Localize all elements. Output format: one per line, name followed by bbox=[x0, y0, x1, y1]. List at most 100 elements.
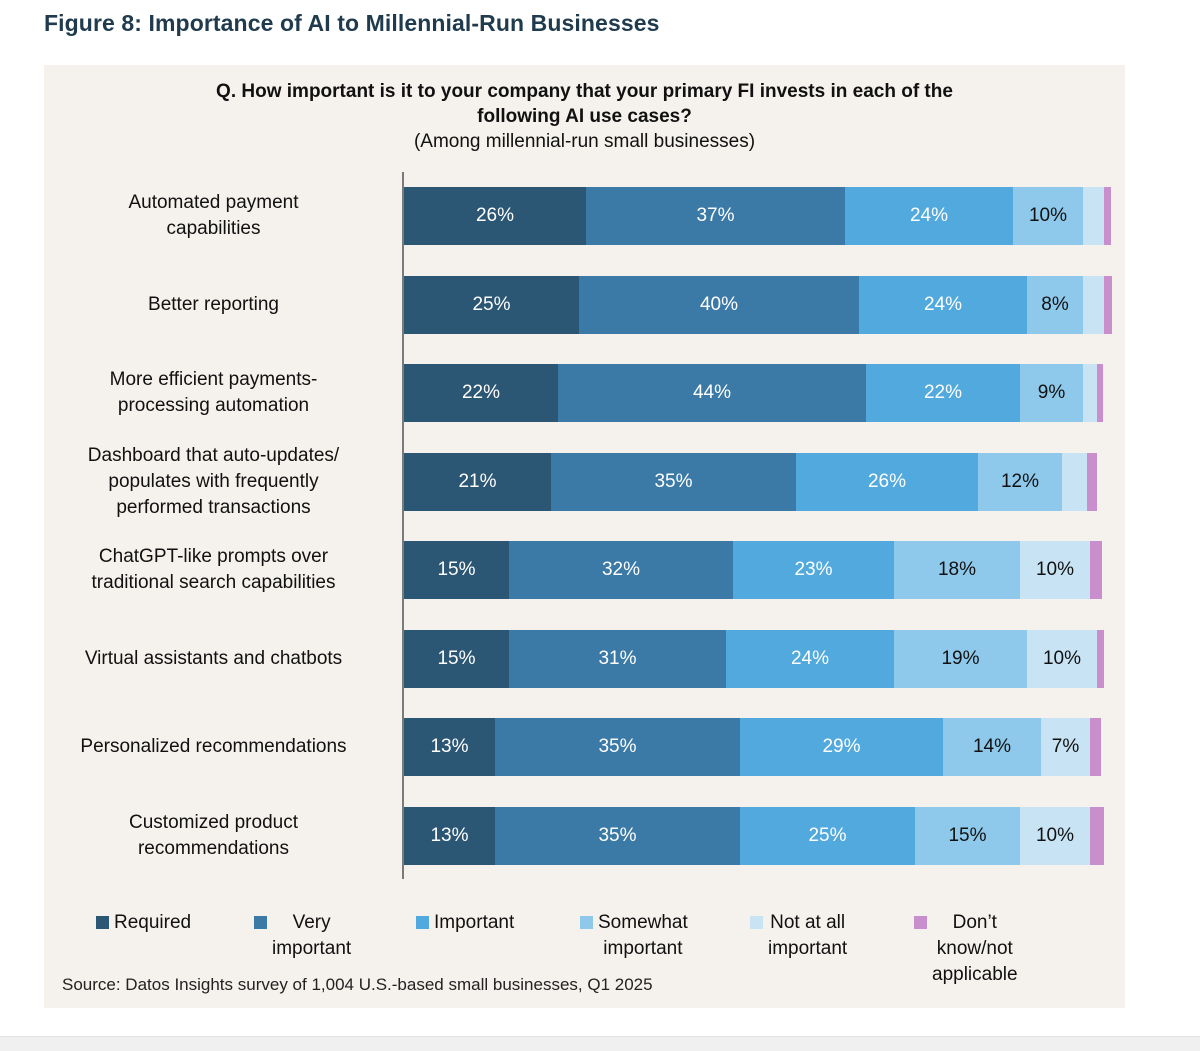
category-axis-line bbox=[402, 172, 404, 879]
data-label: 13% bbox=[430, 824, 469, 846]
bar-segment: 23% bbox=[733, 541, 894, 599]
category-label: Personalized recommendations bbox=[44, 734, 383, 760]
stacked-bar: 21% 35% 26% 12% bbox=[404, 452, 1097, 511]
bar-segment bbox=[1083, 364, 1097, 422]
legend-label: Not at all important bbox=[768, 910, 847, 962]
data-label: 37% bbox=[696, 205, 735, 226]
chart-title-line-2: following AI use cases? bbox=[477, 106, 692, 127]
data-label: 22% bbox=[461, 382, 501, 403]
category-label-line: populates with frequently bbox=[108, 470, 319, 492]
stacked-bar: 15% 32% 23% 18% 10% bbox=[404, 541, 1102, 599]
legend-label-line: Important bbox=[434, 912, 515, 933]
bar-segment bbox=[1062, 452, 1087, 511]
bar-segment: 13% bbox=[404, 718, 495, 776]
bar-segment: 15% bbox=[404, 541, 509, 599]
bar-segment bbox=[1090, 806, 1104, 865]
chart-subtitle: (Among millennial-run small businesses) bbox=[413, 131, 756, 152]
data-label: 9% bbox=[1037, 382, 1066, 403]
category-label-line: More efficient payments- bbox=[109, 369, 318, 390]
legend-label-line: Not at all bbox=[770, 912, 846, 933]
category-label-line: Better reporting bbox=[148, 293, 279, 315]
bar-segment: 10% bbox=[1027, 629, 1097, 688]
bar-segment: 24% bbox=[859, 275, 1027, 334]
bar-segment: 22% bbox=[404, 364, 558, 422]
bar-segment: 26% bbox=[404, 187, 586, 245]
category-label-line: capabilities bbox=[166, 218, 261, 239]
legend-swatch bbox=[750, 916, 763, 929]
category-label: Virtual assistants and chatbots bbox=[44, 646, 383, 672]
category-label-line: performed transactions bbox=[116, 496, 311, 518]
bar-segment bbox=[1097, 629, 1104, 688]
legend-label: Somewhat important bbox=[598, 910, 688, 962]
legend-item: Very important bbox=[254, 910, 351, 962]
category-label: More efficient payments-processing autom… bbox=[44, 367, 383, 419]
legend-item: Required bbox=[96, 910, 191, 936]
legend-swatch bbox=[914, 916, 927, 929]
data-label: 13% bbox=[430, 736, 469, 757]
legend-item: Somewhat important bbox=[580, 910, 688, 962]
data-label: 18% bbox=[937, 559, 977, 580]
data-label: 10% bbox=[1035, 824, 1075, 846]
legend-label-line: Very bbox=[292, 912, 331, 933]
bar-segment bbox=[1083, 187, 1104, 245]
category-label-line: ChatGPT-like prompts over bbox=[98, 546, 329, 567]
data-label: 22% bbox=[923, 382, 963, 403]
bar-segment bbox=[1090, 541, 1102, 599]
data-label: 32% bbox=[601, 559, 641, 580]
figure-title: Figure 8: Importance of AI to Millennial… bbox=[44, 10, 660, 36]
legend-swatch bbox=[580, 916, 593, 929]
bar-segment bbox=[1083, 275, 1104, 334]
data-label: 21% bbox=[458, 470, 497, 492]
legend-label-line: applicable bbox=[932, 964, 1018, 985]
page-bottom-strip bbox=[0, 1036, 1200, 1051]
stacked-bar: 26% 37% 24% 10% bbox=[404, 187, 1111, 245]
bar-segment: 35% bbox=[551, 452, 796, 511]
bar-segment: 10% bbox=[1013, 187, 1083, 245]
data-label: 23% bbox=[794, 559, 833, 580]
bar-segment: 15% bbox=[404, 629, 509, 688]
category-label-line: traditional search capabilities bbox=[91, 572, 336, 593]
category-label: Automated payment capabilities bbox=[44, 190, 383, 242]
legend-item: Important bbox=[416, 910, 514, 936]
bar-segment: 8% bbox=[1027, 275, 1083, 334]
stacked-bar: 25% 40% 24% 8% bbox=[404, 275, 1113, 334]
data-label: 8% bbox=[1041, 293, 1069, 315]
legend-item: Not at all important bbox=[750, 910, 847, 962]
legend-label-line: Required bbox=[114, 912, 192, 933]
data-label: 25% bbox=[808, 824, 847, 846]
data-label: 15% bbox=[437, 559, 476, 580]
bar-segment: 14% bbox=[943, 718, 1041, 776]
bar-segment: 35% bbox=[495, 718, 740, 776]
category-label: ChatGPT-like prompts over traditional sea… bbox=[44, 544, 383, 596]
bar-segment: 13% bbox=[404, 806, 495, 865]
bar-segment: 44% bbox=[558, 364, 866, 422]
data-label: 24% bbox=[790, 647, 830, 669]
stacked-bar: 22% 44% 22% 9% bbox=[404, 364, 1103, 422]
data-label: 35% bbox=[654, 470, 693, 492]
data-label: 31% bbox=[598, 647, 637, 669]
category-label: Customized product recommendations bbox=[44, 810, 383, 862]
legend-label-line: important bbox=[603, 938, 683, 959]
chart-question: Q. How important is it to your company t… bbox=[44, 79, 1125, 155]
data-label: 25% bbox=[472, 293, 511, 315]
data-label: 26% bbox=[475, 205, 515, 226]
legend-label: Required bbox=[114, 910, 191, 936]
stacked-bar: 15% 31% 24% 19% 10% bbox=[404, 629, 1104, 688]
legend-label: Important bbox=[434, 910, 514, 936]
data-label: 15% bbox=[437, 647, 476, 669]
data-label: 10% bbox=[1028, 205, 1068, 226]
category-label-line: Dashboard that auto-updates/ bbox=[87, 444, 340, 466]
category-label-line: Virtual assistants and chatbots bbox=[84, 647, 343, 669]
bar-segment bbox=[1097, 364, 1103, 422]
bar-segment: 40% bbox=[579, 275, 859, 334]
data-label: 10% bbox=[1035, 559, 1075, 580]
category-label-line: Personalized recommendations bbox=[80, 736, 347, 757]
data-label: 40% bbox=[699, 293, 739, 315]
data-label: 15% bbox=[948, 824, 987, 846]
bar-segment: 10% bbox=[1020, 541, 1090, 599]
bar-segment: 10% bbox=[1020, 806, 1090, 865]
bar-segment: 24% bbox=[726, 629, 894, 688]
bar-segment: 37% bbox=[586, 187, 845, 245]
bar-segment: 35% bbox=[495, 806, 740, 865]
legend-label: Don’t know/not applicable bbox=[932, 910, 1018, 988]
